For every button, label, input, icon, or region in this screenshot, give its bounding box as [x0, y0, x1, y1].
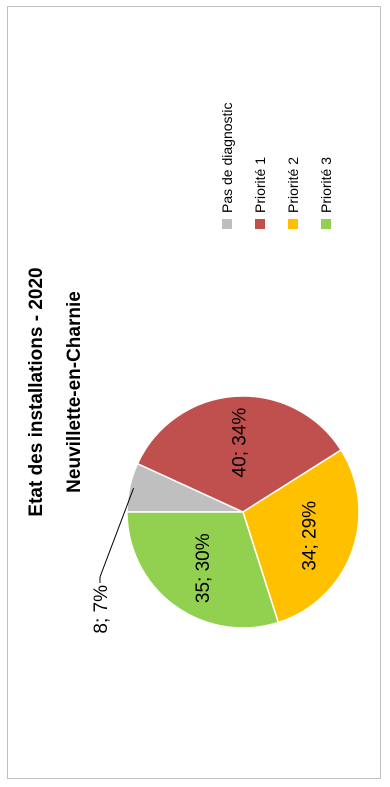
legend-swatch-priorite-2 [288, 219, 298, 229]
chart-title: Etat des installations - 2020 [26, 267, 47, 516]
pie-data-labels: 8; 7% 40; 34% 34; 29% 35; 30% [91, 408, 320, 634]
legend-label-pas-de-diagnostic: Pas de diagnostic [219, 102, 235, 213]
legend-label-priorite-2: Priorité 2 [285, 157, 301, 213]
legend-swatch-pas-de-diagnostic [222, 219, 232, 229]
data-label-priorite-2: 34; 29% [299, 501, 320, 571]
data-label-priorite-1: 40; 34% [229, 408, 250, 478]
legend-label-priorite-3: Priorité 3 [318, 157, 334, 213]
legend-swatch-priorite-1 [255, 219, 265, 229]
chart-subtitle: Neuvillette-en-Charnie [64, 291, 85, 493]
leader-line-pas-de-diagnostic [99, 487, 135, 583]
legend-label-priorite-1: Priorité 1 [252, 157, 268, 213]
pie-slice-priorite-1 [136, 395, 343, 513]
pie-slice-priorite-3 [126, 511, 280, 629]
pie-slice-priorite-2 [242, 448, 360, 624]
legend-swatch-priorite-3 [321, 219, 331, 229]
pie-slices [126, 395, 360, 629]
chart-frame [7, 6, 381, 779]
data-label-pas-de-diagnostic: 8; 7% [91, 585, 112, 634]
data-label-priorite-3: 35; 30% [193, 533, 214, 603]
legend: Pas de diagnostic Priorité 1 Priorité 2 Pri… [219, 102, 334, 229]
